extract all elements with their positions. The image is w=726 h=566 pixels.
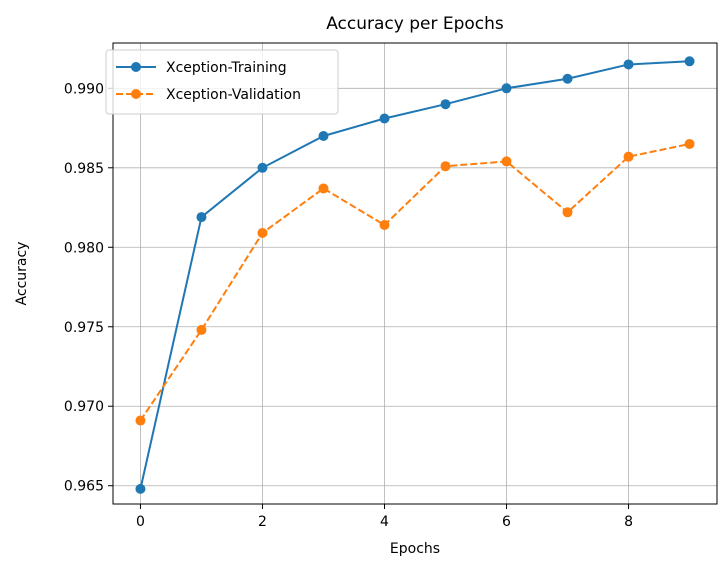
data-point — [257, 162, 268, 173]
series-group — [135, 56, 695, 494]
y-tick-label: 0.975 — [64, 320, 104, 336]
data-point — [684, 138, 695, 149]
chart-title: Accuracy per Epochs — [326, 14, 504, 34]
series-training — [135, 56, 695, 494]
axis-ticks: 0 2 4 6 8 0.965 0.970 0.975 0.980 0.985 0.990 — [64, 81, 633, 530]
data-point — [135, 415, 146, 426]
data-point — [440, 161, 451, 172]
y-tick-label: 0.985 — [64, 161, 104, 177]
data-point — [562, 73, 573, 84]
legend-entry: Xception-Training — [116, 60, 287, 76]
series-line — [139, 60, 690, 490]
y-tick-label: 0.965 — [64, 479, 104, 495]
data-point — [257, 227, 268, 238]
legend-entry: Xception-Validation — [116, 87, 301, 103]
x-tick-label: 8 — [624, 514, 633, 530]
data-point — [440, 99, 451, 110]
data-point — [379, 113, 390, 124]
data-point — [379, 220, 390, 231]
legend-marker — [131, 89, 141, 99]
x-tick-label: 4 — [380, 514, 389, 530]
legend-marker — [131, 62, 141, 72]
legend-entries: Xception-Training Xception-Validation — [116, 60, 301, 103]
y-tick-label: 0.980 — [64, 240, 104, 256]
data-point — [623, 59, 634, 70]
x-tick-label: 0 — [136, 514, 145, 530]
data-point — [501, 156, 512, 167]
series-validation — [135, 138, 695, 426]
data-point — [562, 207, 573, 218]
data-point — [196, 212, 207, 223]
series-line — [139, 142, 690, 422]
legend: Xception-Training Xception-Validation — [105, 49, 339, 115]
data-point — [196, 324, 207, 335]
plot-area-frame — [112, 42, 718, 505]
legend-label: Xception-Validation — [166, 87, 301, 103]
data-point — [318, 130, 329, 141]
x-tick-label: 2 — [258, 514, 267, 530]
y-tick-label: 0.990 — [64, 81, 104, 97]
data-point — [501, 83, 512, 94]
data-point — [318, 183, 329, 194]
data-point — [623, 151, 634, 162]
data-point — [684, 56, 695, 67]
x-tick-label: 6 — [502, 514, 511, 530]
data-point — [135, 483, 146, 494]
y-tick-label: 0.970 — [64, 399, 104, 415]
x-axis-label: Epochs — [390, 541, 440, 557]
legend-box — [105, 49, 339, 115]
y-axis-label: Accuracy — [14, 242, 30, 306]
legend-label: Xception-Training — [166, 60, 287, 76]
